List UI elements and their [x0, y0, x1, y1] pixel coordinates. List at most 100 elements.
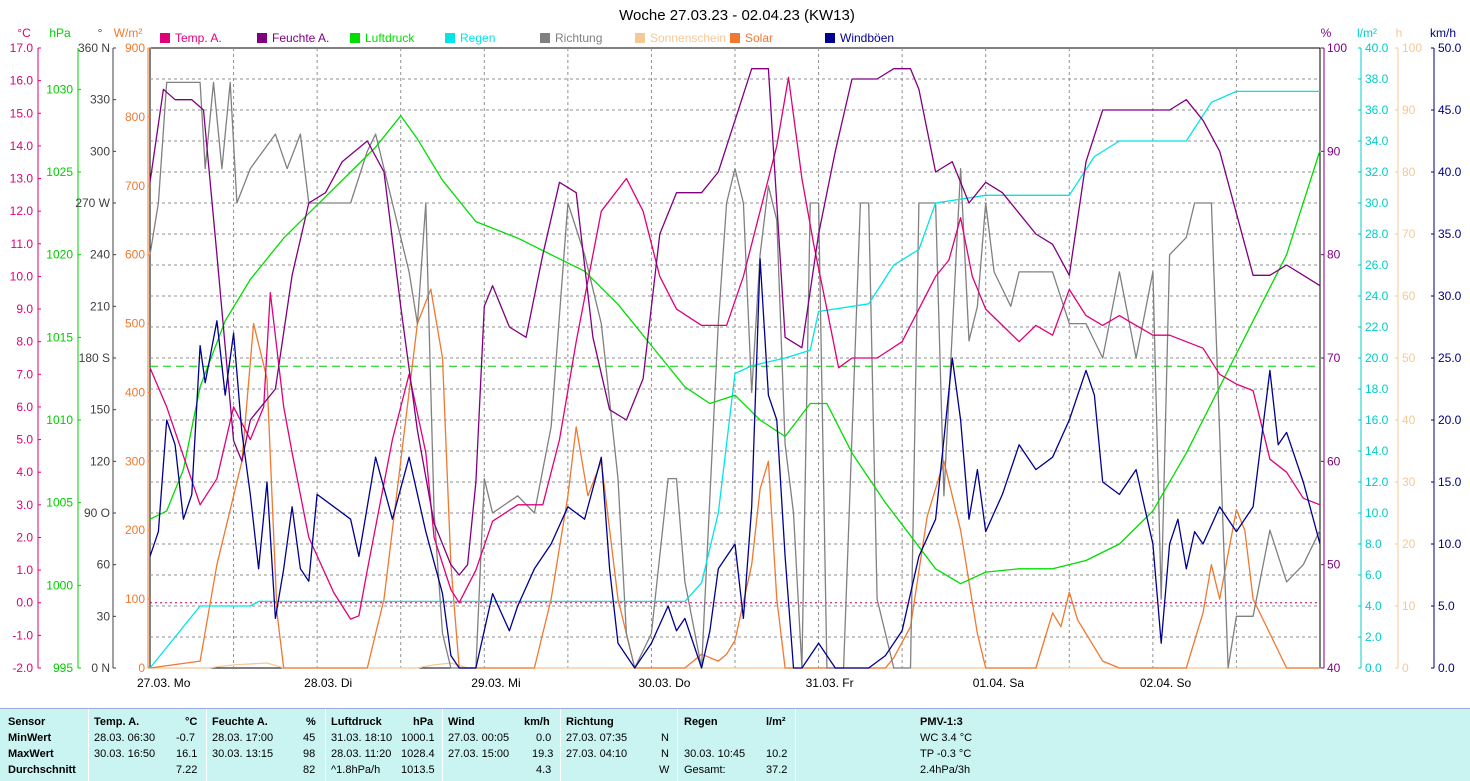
header-pressure: Luftdruck	[331, 716, 382, 728]
temp-tick-label: 4.0	[16, 465, 33, 479]
direction-tick-label: 330	[90, 93, 110, 107]
pmv-wc: WC 3.4 °C	[920, 732, 973, 744]
pressure-tick-label: 1030	[46, 82, 73, 96]
solar-tick-label: 400	[125, 385, 145, 399]
temp-tick-label: 6.0	[16, 400, 33, 414]
sunshine-tick-label: 90	[1402, 103, 1416, 117]
wind-axis-unit: km/h	[1430, 26, 1456, 40]
wind-tick-label: 25.0	[1438, 351, 1462, 365]
temp-tick-label: 11.0	[11, 237, 34, 251]
temp-min-value: -0.7	[176, 732, 195, 744]
x-tick-label: 27.03. Mo	[137, 676, 191, 690]
dir-min-value: N	[661, 732, 669, 744]
pressure-tick-label: 1020	[46, 248, 73, 262]
wind-tick-label: 0.0	[1438, 661, 1455, 675]
solar-tick-label: 700	[125, 179, 145, 193]
pmv-press: 2.4hPa/3h	[920, 764, 971, 776]
legend-swatch	[257, 33, 267, 43]
rain-tick-label: 8.0	[1365, 537, 1382, 551]
rain-max-time: 30.03. 10:45	[684, 748, 746, 760]
rain-tick-label: 20.0	[1365, 351, 1389, 365]
press-max-time: 28.03. 11:20	[331, 748, 392, 760]
hum-min-time: 28.03. 17:00	[212, 732, 274, 744]
sunshine-tick-label: 10	[1402, 599, 1416, 613]
row-label-min: MinWert	[8, 732, 52, 744]
series-line-feuchte-a-	[149, 68, 1321, 576]
rain-max-value: 10.2	[766, 748, 788, 760]
temp-tick-label: 14.0	[10, 139, 34, 153]
sunshine-axis-unit: h	[1396, 26, 1403, 40]
direction-tick-label: 210	[90, 299, 110, 313]
solar-tick-label: 100	[125, 592, 145, 606]
dir-max-time: 27.03. 04:10	[566, 748, 628, 760]
humidity-tick-label: 40	[1327, 661, 1341, 675]
rain-tick-label: 30.0	[1365, 196, 1389, 210]
rain-tick-label: 16.0	[1365, 413, 1389, 427]
sunshine-tick-label: 40	[1402, 413, 1416, 427]
temp-tick-label: 0.0	[16, 596, 33, 610]
legend-label: Feuchte A.	[272, 31, 329, 45]
direction-tick-label: 150	[90, 403, 110, 417]
header-rain: Regen	[684, 716, 718, 728]
temp-tick-label: 1.0	[16, 563, 33, 577]
rain-tick-label: 14.0	[1365, 444, 1389, 458]
series-line-solar	[149, 288, 1320, 669]
pressure-tick-label: 1025	[46, 165, 73, 179]
temp-min-time: 28.03. 06:30	[94, 732, 156, 744]
solar-tick-label: 800	[125, 110, 145, 124]
sunshine-tick-label: 50	[1402, 351, 1416, 365]
rain-tick-label: 28.0	[1365, 227, 1389, 241]
dir-max-value: N	[661, 748, 669, 760]
x-tick-label: 02.04. So	[1140, 676, 1192, 690]
rain-tick-label: 4.0	[1365, 599, 1382, 613]
direction-tick-label: 270 W	[75, 196, 110, 210]
header-direction: Richtung	[566, 716, 614, 728]
rain-total-label: Gesamt:	[684, 764, 726, 776]
pressure-tick-label: 995	[53, 661, 73, 675]
humidity-tick-label: 80	[1327, 248, 1341, 262]
legend-label: Regen	[460, 31, 495, 45]
legend-swatch	[160, 33, 170, 43]
direction-tick-label: 0 N	[91, 661, 110, 675]
hum-max-value: 98	[303, 748, 316, 760]
temp-tick-label: 9.0	[16, 302, 33, 316]
header-temp: Temp. A.	[94, 716, 140, 728]
wind-tick-label: 35.0	[1438, 227, 1462, 241]
humidity-tick-label: 50	[1327, 558, 1341, 572]
hum-min-value: 45	[303, 732, 316, 744]
wind-tick-label: 50.0	[1438, 41, 1462, 55]
rain-tick-label: 2.0	[1365, 630, 1382, 644]
series-line-richtung	[149, 81, 1321, 669]
series-line-windb-en	[149, 258, 1321, 669]
rain-tick-label: 38.0	[1365, 72, 1389, 86]
solar-tick-label: 500	[125, 317, 145, 331]
press-max-value: 1028.4	[401, 748, 435, 760]
temp-tick-label: 3.0	[16, 498, 33, 512]
header-humidity: Feuchte A.	[212, 716, 268, 728]
series-group	[149, 68, 1321, 669]
humidity-tick-label: 100	[1327, 41, 1347, 55]
direction-tick-label: 360 N	[78, 41, 110, 55]
sunshine-tick-label: 80	[1402, 165, 1416, 179]
rain-tick-label: 32.0	[1365, 165, 1389, 179]
rain-tick-label: 0.0	[1365, 661, 1382, 675]
legend-swatch	[730, 33, 740, 43]
legend-label: Sonnenschein	[650, 31, 726, 45]
direction-axis-unit: °	[98, 26, 103, 40]
legend-label: Richtung	[555, 31, 602, 45]
temp-tick-label: 10.0	[10, 269, 34, 283]
pressure-tick-label: 1005	[46, 496, 73, 510]
temp-tick-label: 5.0	[16, 433, 33, 447]
temp-tick-label: 2.0	[16, 530, 33, 544]
wind-tick-label: 15.0	[1438, 475, 1462, 489]
legend: Temp. A. Feuchte A. Luftdruck Regen Richtung…	[160, 31, 894, 45]
rain-tick-label: 26.0	[1365, 258, 1389, 272]
humidity-tick-label: 70	[1327, 351, 1341, 365]
direction-tick-label: 120	[90, 454, 110, 468]
press-min-value: 1000.1	[401, 732, 435, 744]
temp-tick-label: 16.0	[10, 74, 34, 88]
legend-swatch	[540, 33, 550, 43]
direction-tick-label: 300	[90, 144, 110, 158]
pressure-tick-label: 1015	[46, 330, 73, 344]
header-pmv: PMV-1:3	[920, 716, 963, 728]
